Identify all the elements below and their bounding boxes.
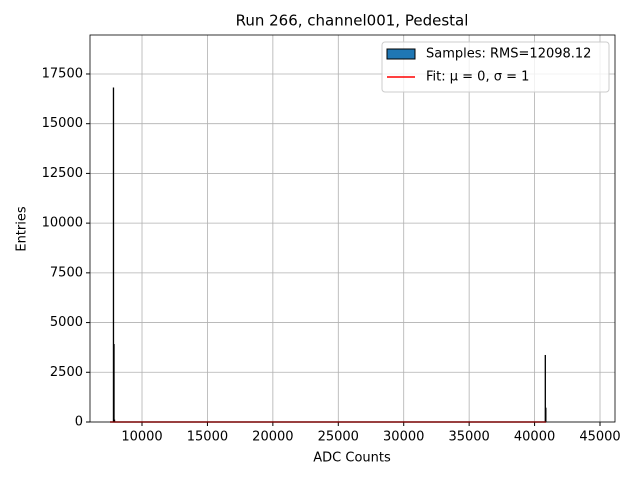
y-tick-label: 5000 xyxy=(50,315,83,330)
y-tick-label: 15000 xyxy=(42,116,83,131)
x-tick-label: 45000 xyxy=(579,430,620,445)
x-tick-label: 20000 xyxy=(252,430,293,445)
x-tick-label: 25000 xyxy=(318,430,359,445)
y-tick-label: 12500 xyxy=(42,166,83,181)
x-tick-label: 10000 xyxy=(121,430,162,445)
plot-frame xyxy=(89,34,616,423)
y-tick-label: 10000 xyxy=(42,216,83,231)
y-axis-label: Entries xyxy=(15,206,30,252)
y-tick-label: 2500 xyxy=(50,365,83,380)
legend-swatch xyxy=(386,48,416,60)
x-tick-label: 30000 xyxy=(383,430,424,445)
legend-box xyxy=(381,41,610,93)
x-tick-label: 15000 xyxy=(187,430,228,445)
legend: Samples: RMS=12098.12 Fit: μ = 0, σ = 1 xyxy=(381,41,610,93)
x-axis-label: ADC Counts xyxy=(313,451,391,466)
x-tick-label: 40000 xyxy=(514,430,555,445)
chart-title: Run 266, channel001, Pedestal xyxy=(236,12,469,30)
x-tick-label: 35000 xyxy=(448,430,489,445)
y-tick-label: 7500 xyxy=(50,265,83,280)
y-tick-label: 0 xyxy=(75,415,83,430)
histogram-bar xyxy=(545,407,547,423)
legend-label: Samples: RMS=12098.12 xyxy=(426,47,591,62)
histogram-bar xyxy=(113,344,115,423)
legend-label: Fit: μ = 0, σ = 1 xyxy=(426,70,529,85)
y-tick-label: 17500 xyxy=(42,66,83,81)
